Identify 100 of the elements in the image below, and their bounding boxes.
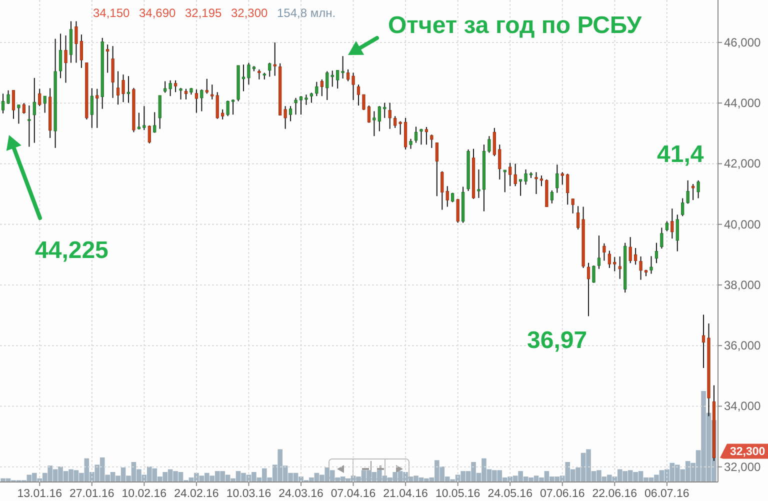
candlestick — [503, 170, 506, 193]
candlestick — [702, 314, 706, 369]
candlestick — [346, 68, 350, 82]
candlestick — [304, 94, 308, 106]
candlestick — [111, 46, 114, 98]
x-tick-label: 27.01.16 — [70, 488, 114, 500]
candlestick — [126, 76, 130, 104]
annotation: 32,195 — [185, 6, 222, 20]
candlestick — [608, 250, 611, 268]
candlestick — [409, 138, 412, 150]
x-tick-label: 10.02.16 — [122, 488, 167, 500]
candlestick — [660, 227, 664, 250]
candlestick — [137, 112, 140, 130]
candlestick — [106, 44, 110, 74]
candlestick — [221, 108, 224, 120]
candlestick — [398, 120, 402, 136]
candlestick — [288, 106, 292, 122]
candlestick — [592, 265, 596, 284]
candlestick — [696, 180, 700, 199]
candlestick — [179, 87, 182, 100]
candlestick — [247, 62, 250, 86]
candlestick — [315, 81, 318, 97]
y-tick-label: 42,000 — [724, 156, 762, 171]
candlestick — [310, 92, 314, 104]
candlestick — [12, 90, 16, 120]
y-tick-label: 34,000 — [724, 399, 762, 414]
candlestick — [242, 64, 246, 92]
candlestick — [498, 144, 502, 180]
annotation: 44,225 — [35, 237, 108, 264]
annotation: 41,4 — [657, 141, 704, 168]
x-tick-label: 07.04.16 — [330, 488, 376, 500]
candlestick — [665, 220, 668, 232]
candlestick — [164, 80, 167, 94]
candlestick — [686, 180, 690, 204]
candlestick — [576, 206, 580, 230]
candlestick — [367, 104, 371, 124]
annotation: 34,690 — [139, 6, 176, 20]
candlestick — [258, 68, 261, 80]
y-tick-label: 46,000 — [724, 35, 762, 50]
candlestick — [534, 172, 538, 195]
annotation: 154,8 млн. — [277, 6, 336, 20]
candlestick — [435, 142, 438, 197]
candlestick — [320, 78, 324, 97]
candlestick — [158, 94, 162, 130]
x-tick-label: 24.03.16 — [278, 488, 324, 500]
candlestick — [654, 242, 658, 264]
candlestick — [628, 236, 632, 264]
y-tick-label: 40,000 — [724, 217, 762, 232]
candlestick — [424, 126, 428, 146]
candlestick — [64, 34, 68, 84]
y-tick-label: 44,000 — [724, 96, 762, 110]
candlestick — [566, 173, 570, 206]
y-tick-label: 38,000 — [724, 278, 762, 292]
candlestick — [168, 80, 172, 97]
candlestick — [80, 34, 83, 68]
candlestick — [352, 72, 355, 101]
x-tick-label: 22.06.16 — [592, 488, 638, 500]
candlestick — [508, 162, 512, 187]
candlestick — [613, 256, 616, 272]
candlestick — [43, 96, 46, 114]
candlestick — [692, 184, 695, 201]
candlestick — [28, 104, 31, 148]
annotation: 34,150 — [93, 6, 130, 20]
candlestick — [299, 96, 303, 116]
candlestick — [294, 97, 298, 116]
candlestick — [602, 242, 606, 262]
candlestick — [681, 198, 684, 217]
candlestick — [639, 256, 642, 280]
candlestick — [268, 62, 272, 78]
candlestick — [597, 235, 601, 270]
candlestick — [341, 56, 344, 80]
x-tick-label: 24.05.16 — [488, 488, 532, 500]
candlestick — [378, 106, 381, 132]
x-tick-label: 06.07.16 — [644, 488, 690, 500]
candlestick — [560, 172, 564, 186]
candlestick — [200, 88, 204, 112]
candlestick — [456, 198, 460, 224]
candlestick — [634, 247, 638, 266]
x-tick-label: 10.03.16 — [226, 488, 272, 500]
candlestick — [383, 102, 386, 118]
candlestick — [1, 93, 5, 114]
candlestick — [488, 136, 491, 154]
candlestick — [194, 88, 198, 114]
candlestick — [420, 128, 423, 146]
candlestick — [58, 33, 62, 79]
candlestick — [388, 102, 392, 130]
candlestick — [519, 178, 522, 196]
candlestick — [650, 256, 653, 274]
candlestick — [284, 106, 287, 130]
x-tick-label: 21.04.16 — [383, 488, 428, 500]
candlestick — [142, 106, 146, 131]
candlestick — [122, 74, 125, 103]
x-tick-label: 07.06.16 — [540, 488, 585, 500]
candlestick — [22, 102, 26, 114]
candlestick — [362, 94, 366, 111]
annotation: 32,300 — [231, 6, 268, 20]
candlestick — [74, 20, 78, 64]
candlestick — [96, 88, 99, 128]
candlestick — [556, 164, 559, 194]
candlestick — [524, 168, 528, 186]
